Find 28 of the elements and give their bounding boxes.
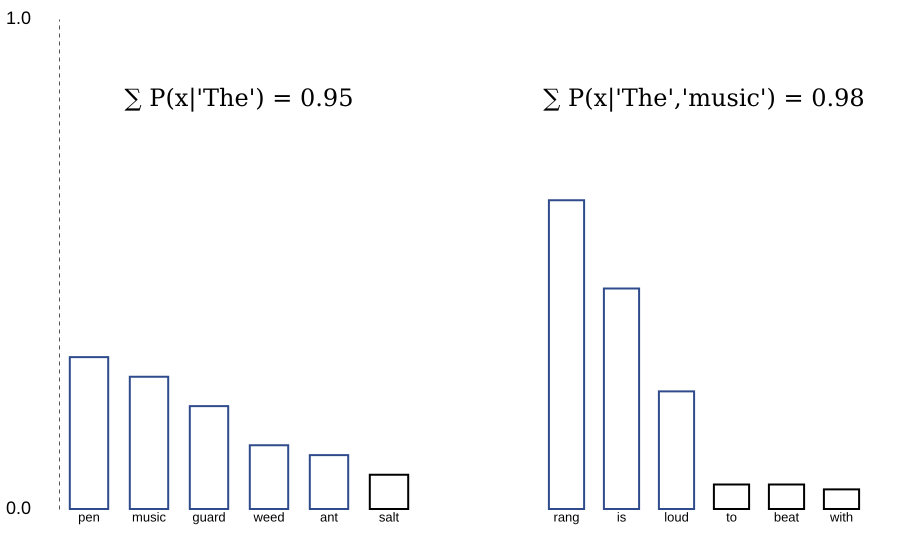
x-tick-label: salt <box>378 510 400 524</box>
bar <box>548 199 586 510</box>
bar <box>822 488 860 510</box>
x-tick-label: rang <box>553 510 580 524</box>
y-tick-label: 1.0 <box>6 8 31 28</box>
x-tick-label: guard <box>192 510 226 524</box>
bar <box>128 376 170 510</box>
x-tick-label: music <box>132 510 166 524</box>
bar <box>368 474 410 510</box>
x-tick-label: beat <box>774 510 800 524</box>
x-tick-label: pen <box>78 510 100 524</box>
bar <box>768 484 806 510</box>
x-tick-label: weed <box>252 510 285 524</box>
x-tick-label: to <box>726 510 737 524</box>
bar <box>188 405 230 510</box>
x-tick-label: is <box>616 510 627 524</box>
y-tick-label: 0.0 <box>6 498 31 518</box>
annotation: ∑ P(x|'The','music') = 0.98 <box>543 84 865 112</box>
bar <box>602 288 640 510</box>
bar <box>308 454 350 510</box>
bar <box>658 390 696 510</box>
x-tick-label: with <box>828 510 854 524</box>
x-tick-label: ant <box>320 510 338 524</box>
annotation: ∑ P(x|'The') = 0.95 <box>124 84 354 112</box>
x-tick-label: loud <box>664 510 689 524</box>
bar <box>68 356 110 510</box>
bar <box>712 484 750 510</box>
bar <box>248 444 290 510</box>
